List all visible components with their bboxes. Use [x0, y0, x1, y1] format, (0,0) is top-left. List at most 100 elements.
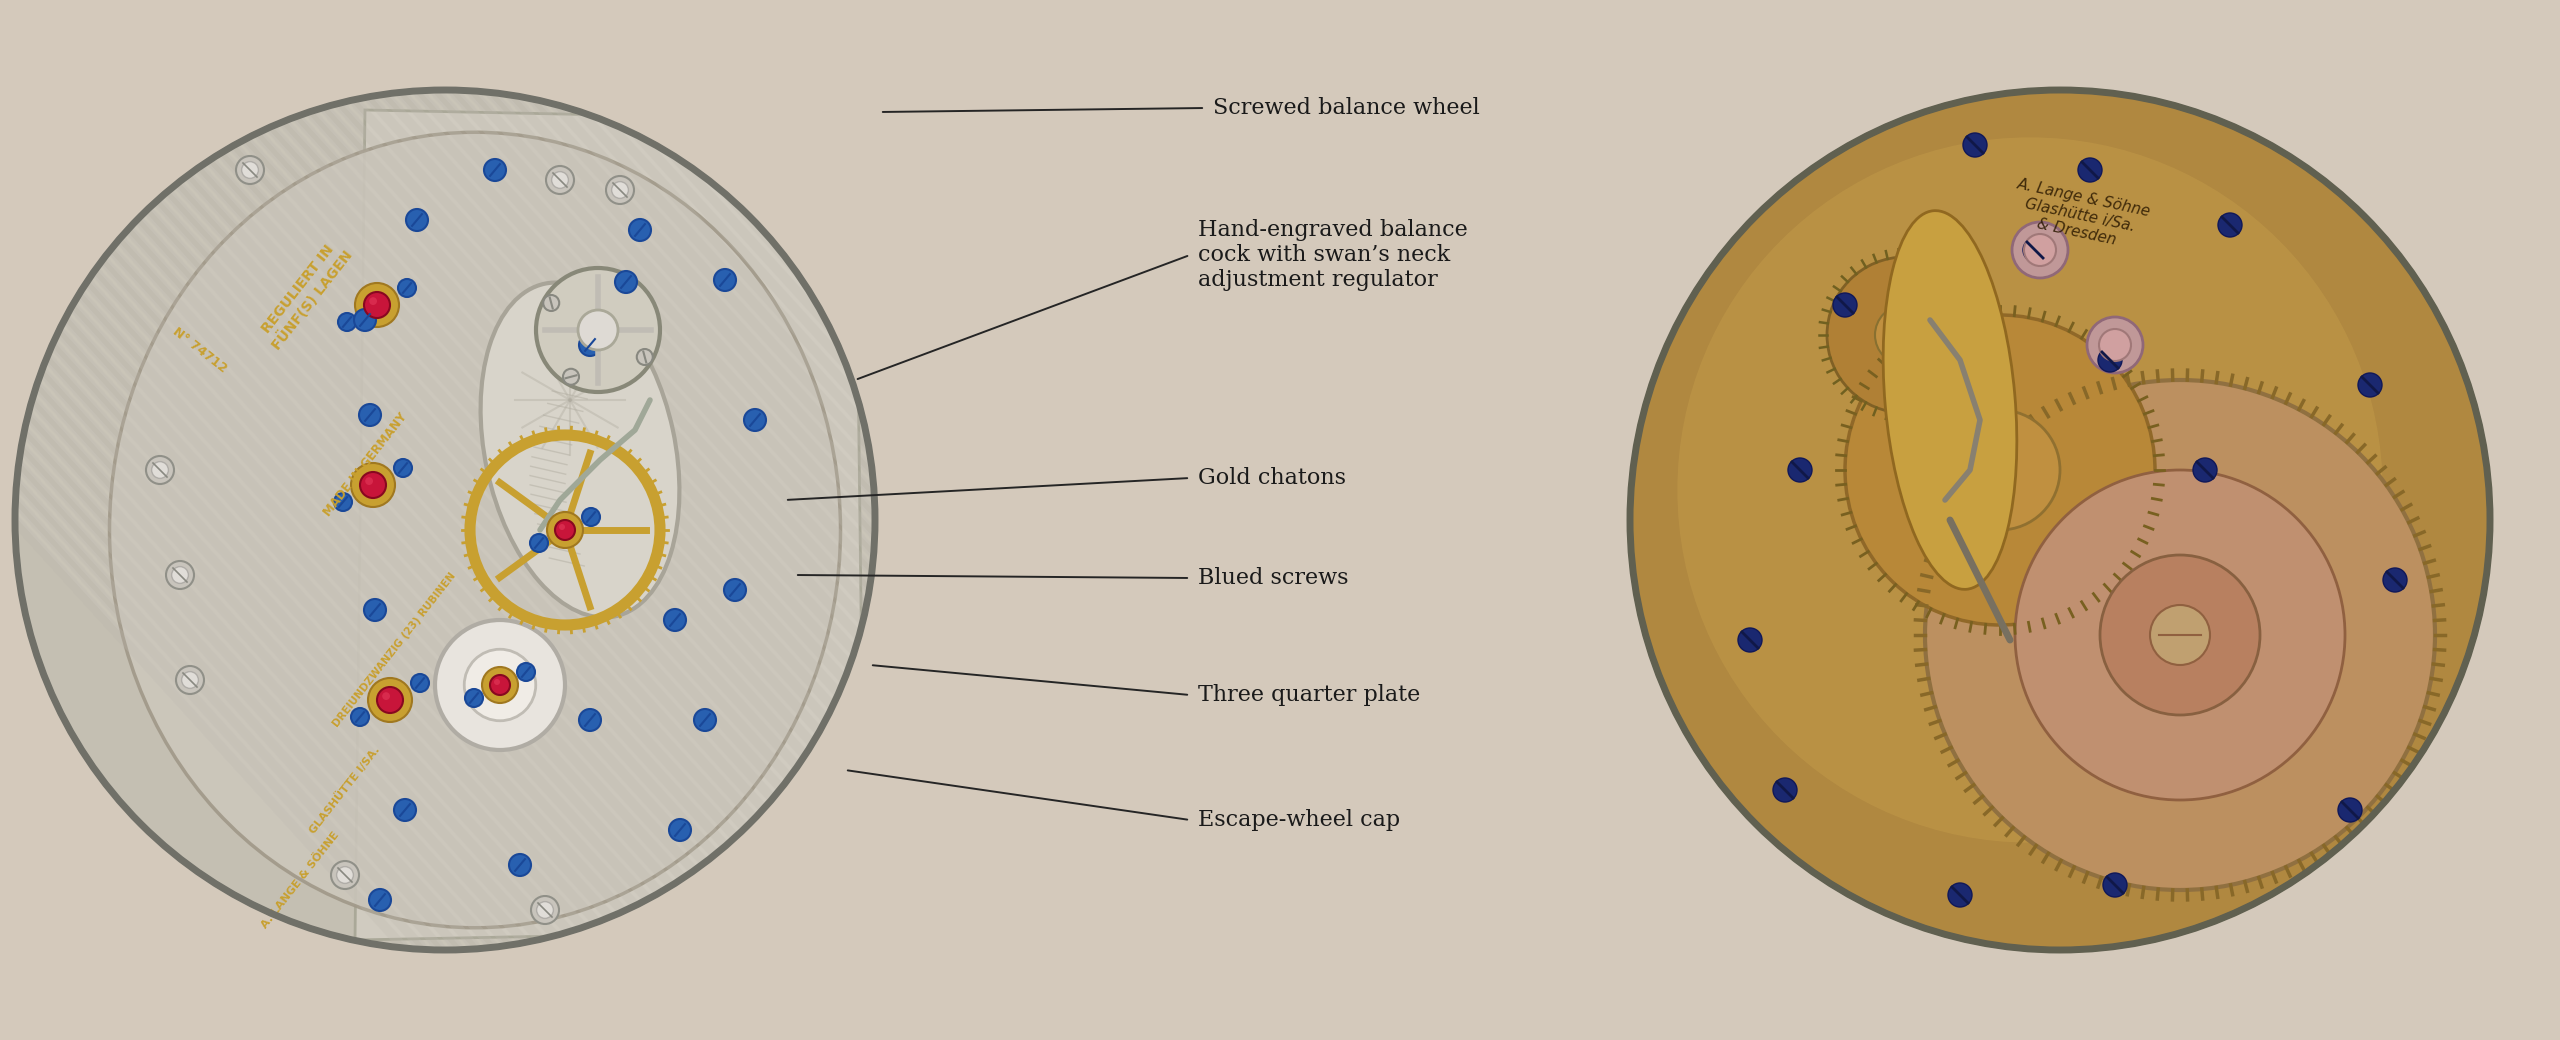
Circle shape [364, 599, 387, 621]
Polygon shape [356, 110, 865, 940]
Circle shape [630, 219, 650, 241]
Circle shape [2194, 458, 2217, 482]
Text: MADE IN GERMANY: MADE IN GERMANY [320, 411, 410, 519]
Circle shape [361, 472, 387, 498]
Circle shape [2217, 213, 2243, 237]
Circle shape [538, 902, 553, 918]
Circle shape [146, 456, 174, 484]
Circle shape [550, 172, 568, 188]
Circle shape [548, 512, 584, 548]
Circle shape [351, 463, 394, 506]
Circle shape [714, 269, 737, 291]
Circle shape [1940, 410, 2061, 530]
Circle shape [353, 309, 376, 331]
Circle shape [535, 268, 660, 392]
Circle shape [466, 688, 484, 707]
Circle shape [1874, 305, 1935, 365]
Circle shape [15, 90, 876, 950]
Circle shape [2086, 317, 2143, 373]
Circle shape [369, 889, 392, 911]
Circle shape [1925, 380, 2435, 890]
Circle shape [2099, 348, 2122, 372]
Circle shape [1631, 90, 2491, 950]
Text: REGULIERT IN
FÜNF(S) LAGEN: REGULIERT IN FÜNF(S) LAGEN [256, 237, 356, 353]
Circle shape [397, 279, 415, 297]
Circle shape [2099, 555, 2260, 716]
Circle shape [2012, 222, 2068, 278]
Text: Screwed balance wheel: Screwed balance wheel [1213, 97, 1480, 119]
Circle shape [637, 349, 653, 365]
Circle shape [1948, 883, 1971, 907]
Circle shape [558, 524, 566, 530]
Text: GLASHÜTTE I/SA.: GLASHÜTTE I/SA. [307, 745, 381, 836]
Circle shape [412, 674, 430, 692]
Text: Blued screws: Blued screws [1198, 567, 1349, 589]
Circle shape [2102, 873, 2127, 896]
Circle shape [1787, 458, 1812, 482]
Ellipse shape [481, 283, 678, 618]
Circle shape [333, 493, 353, 511]
Circle shape [494, 679, 499, 685]
Circle shape [2383, 568, 2406, 592]
Circle shape [463, 649, 535, 721]
Circle shape [236, 156, 264, 184]
Circle shape [177, 666, 205, 694]
Circle shape [1846, 315, 2156, 625]
Circle shape [1833, 293, 1856, 317]
Circle shape [543, 295, 558, 311]
Circle shape [356, 283, 399, 327]
Ellipse shape [1884, 211, 2017, 590]
Circle shape [579, 709, 602, 731]
Circle shape [1738, 628, 1761, 652]
Circle shape [376, 687, 402, 713]
Circle shape [481, 667, 517, 703]
Circle shape [2079, 158, 2102, 182]
Circle shape [530, 896, 558, 924]
Circle shape [241, 161, 259, 179]
Circle shape [2150, 605, 2209, 665]
Circle shape [617, 276, 632, 291]
Circle shape [369, 297, 376, 305]
Text: A. Lange & Söhne
Glashütte i/Sa.
& Dresden: A. Lange & Söhne Glashütte i/Sa. & Dresd… [2007, 177, 2153, 254]
Circle shape [694, 709, 717, 731]
Text: Three quarter plate: Three quarter plate [1198, 684, 1421, 706]
Circle shape [668, 820, 691, 841]
Circle shape [509, 854, 530, 876]
Circle shape [1774, 778, 1797, 802]
Circle shape [579, 334, 602, 356]
Ellipse shape [110, 132, 840, 928]
Circle shape [1828, 257, 1984, 413]
Circle shape [2358, 373, 2381, 397]
Circle shape [366, 477, 374, 485]
Circle shape [2025, 234, 2056, 266]
Text: Gold chatons: Gold chatons [1198, 467, 1347, 489]
Circle shape [394, 459, 412, 477]
Circle shape [435, 620, 566, 750]
Circle shape [489, 675, 509, 695]
Text: A. LANGE & SÖHNE: A. LANGE & SÖHNE [259, 830, 340, 930]
Circle shape [1964, 133, 1987, 157]
Circle shape [745, 409, 765, 431]
Circle shape [556, 520, 576, 540]
Circle shape [182, 672, 200, 688]
Circle shape [358, 404, 381, 426]
Circle shape [151, 462, 169, 478]
Circle shape [335, 866, 353, 883]
Circle shape [2099, 329, 2130, 361]
Circle shape [1677, 137, 2383, 842]
Circle shape [530, 534, 548, 552]
Circle shape [166, 561, 195, 589]
Circle shape [724, 579, 745, 601]
Circle shape [607, 176, 635, 204]
Circle shape [351, 708, 369, 726]
Circle shape [563, 369, 579, 385]
Circle shape [407, 209, 428, 231]
Circle shape [2337, 798, 2363, 822]
Text: Escape-wheel cap: Escape-wheel cap [1198, 809, 1400, 831]
Circle shape [2022, 238, 2048, 262]
Circle shape [484, 159, 507, 181]
Circle shape [369, 678, 412, 722]
Text: DREIUNDZWANZIG (23) RUBINEN: DREIUNDZWANZIG (23) RUBINEN [333, 571, 458, 729]
Circle shape [330, 861, 358, 889]
Circle shape [581, 508, 599, 526]
